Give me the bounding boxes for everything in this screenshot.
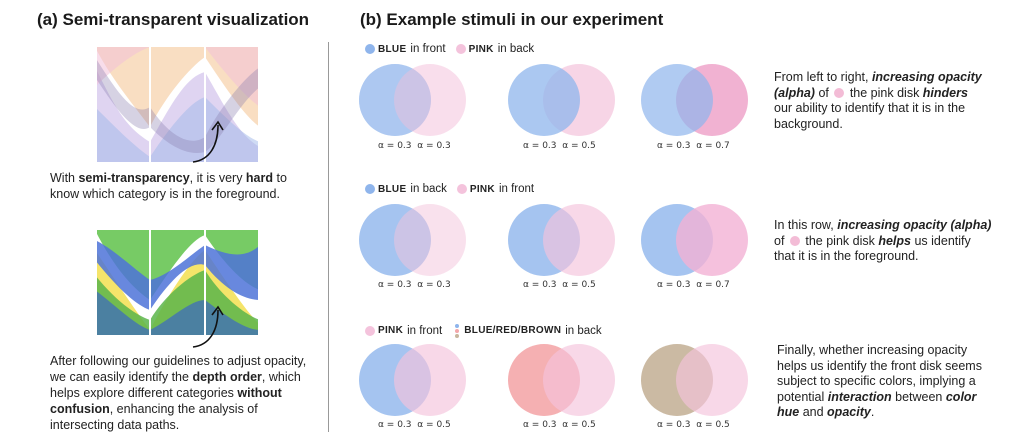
row3-description: Finally, whether increasing opacity help…: [777, 343, 982, 419]
alpha-label-r3-c2: α = 0.3 α = 0.5: [523, 420, 596, 430]
stimulus-r2-c3: [640, 203, 750, 277]
stimulus-r1-c1: [358, 63, 468, 137]
semi-transparent-plot: [95, 47, 260, 162]
stimulus-r3-c1: [358, 343, 468, 417]
alpha-label-r2-c3: α = 0.3 α = 0.7: [657, 280, 730, 290]
pink-dot-icon: [789, 235, 800, 246]
alpha-label-r1-c2: α = 0.3 α = 0.5: [523, 141, 596, 151]
alpha-label-r3-c1: α = 0.3 α = 0.5: [378, 420, 451, 430]
multi-color-dots-icon: [455, 323, 460, 338]
adjusted-opacity-plot: [95, 230, 260, 335]
pink-dot-icon: [455, 44, 466, 54]
alpha-label-r2-c2: α = 0.3 α = 0.5: [523, 280, 596, 290]
blue-dot-icon: [365, 184, 375, 194]
arrow-icon: [190, 305, 230, 350]
pink-dot-icon: [456, 184, 467, 194]
arrow-icon: [190, 120, 230, 165]
stimulus-r1-c2: [507, 63, 617, 137]
alpha-label-r2-c1: α = 0.3 α = 0.3: [378, 280, 451, 290]
blue-dot-icon: [365, 44, 375, 54]
caption-depth-order: After following our guidelines to adjust…: [50, 354, 307, 432]
stimulus-r3-c2: [507, 343, 617, 417]
row1-description: From left to right, increasing opacity (…: [774, 70, 982, 131]
stimulus-r1-c3: [640, 63, 750, 137]
panel-b-title: (b) Example stimuli in our experiment: [360, 10, 664, 29]
stimulus-r3-c3: [640, 343, 750, 417]
stimulus-r2-c1: [358, 203, 468, 277]
pink-dot-icon: [365, 325, 375, 336]
caption-semi-transparency: With semi-transparency, it is very hard …: [50, 171, 287, 201]
stimulus-r2-c2: [507, 203, 617, 277]
row1-legend: BLUE in front PINK in back: [365, 43, 534, 55]
row3-legend: PINK in front BLUE/RED/BROWN in back: [365, 323, 602, 338]
row2-legend: BLUE in back PINK in front: [365, 183, 534, 195]
pink-dot-icon: [834, 87, 845, 98]
row2-description: In this row, increasing opacity (alpha) …: [774, 218, 992, 263]
panel-a-title: (a) Semi-transparent visualization: [37, 10, 310, 29]
alpha-label-r1-c3: α = 0.3 α = 0.7: [657, 141, 730, 151]
panel-divider: [328, 42, 329, 432]
alpha-label-r1-c1: α = 0.3 α = 0.3: [378, 141, 451, 151]
alpha-label-r3-c3: α = 0.3 α = 0.5: [657, 420, 730, 430]
